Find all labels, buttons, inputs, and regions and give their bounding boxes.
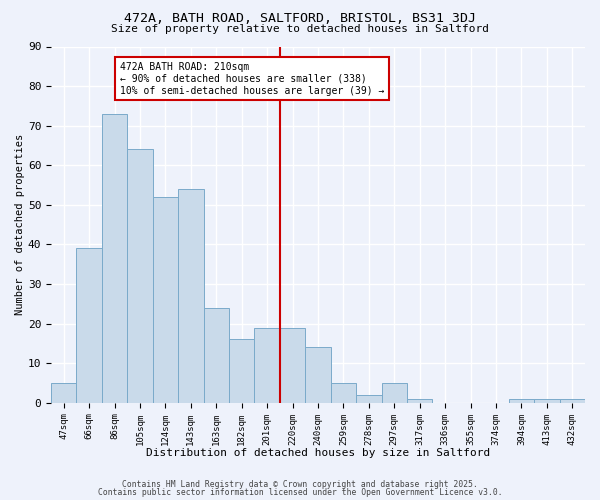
Bar bbox=[127, 150, 153, 403]
Text: 472A, BATH ROAD, SALTFORD, BRISTOL, BS31 3DJ: 472A, BATH ROAD, SALTFORD, BRISTOL, BS31… bbox=[124, 12, 476, 26]
Bar bbox=[509, 399, 534, 403]
Y-axis label: Number of detached properties: Number of detached properties bbox=[15, 134, 25, 316]
Bar bbox=[407, 399, 433, 403]
Text: Contains HM Land Registry data © Crown copyright and database right 2025.: Contains HM Land Registry data © Crown c… bbox=[122, 480, 478, 489]
Bar bbox=[254, 328, 280, 403]
Bar bbox=[356, 395, 382, 403]
Bar bbox=[280, 328, 305, 403]
Bar bbox=[178, 189, 203, 403]
Bar bbox=[76, 248, 102, 403]
Bar bbox=[153, 197, 178, 403]
Bar bbox=[331, 383, 356, 403]
X-axis label: Distribution of detached houses by size in Saltford: Distribution of detached houses by size … bbox=[146, 448, 490, 458]
Bar bbox=[203, 308, 229, 403]
Text: Contains public sector information licensed under the Open Government Licence v3: Contains public sector information licen… bbox=[98, 488, 502, 497]
Bar bbox=[102, 114, 127, 403]
Bar bbox=[51, 383, 76, 403]
Bar bbox=[305, 348, 331, 403]
Text: Size of property relative to detached houses in Saltford: Size of property relative to detached ho… bbox=[111, 24, 489, 34]
Bar bbox=[560, 399, 585, 403]
Text: 472A BATH ROAD: 210sqm
← 90% of detached houses are smaller (338)
10% of semi-de: 472A BATH ROAD: 210sqm ← 90% of detached… bbox=[119, 62, 384, 96]
Bar bbox=[382, 383, 407, 403]
Bar bbox=[534, 399, 560, 403]
Bar bbox=[229, 340, 254, 403]
